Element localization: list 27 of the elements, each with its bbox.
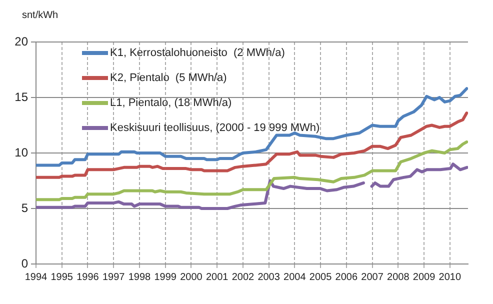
y-tick-label: 0 (21, 256, 28, 270)
x-tick-label: 2001 (206, 272, 229, 283)
x-tick-label: 2007 (361, 272, 384, 283)
x-tick-label: 2005 (309, 272, 332, 283)
x-tick-label: 1996 (76, 272, 100, 283)
y-axis-title: snt/kWh (22, 10, 58, 21)
x-tick-label: 2003 (258, 272, 280, 283)
x-tick-label: 1999 (154, 272, 177, 283)
legend-label: Keskisuuri teollisuus, (2000 - 19 999 MWh) (110, 122, 320, 134)
legend-label: K2, Pientalo (5 MWh/a) (110, 72, 227, 84)
y-tick-label: 20 (14, 34, 28, 48)
x-tick-label: 2010 (438, 272, 462, 283)
x-tick-label: 2008 (387, 272, 410, 283)
x-tick-label: 2002 (232, 272, 255, 283)
x-tick-label: 1994 (24, 272, 48, 283)
y-tick-label: 10 (14, 145, 28, 160)
x-tick-label: 2006 (335, 272, 358, 283)
y-tick-label: 5 (21, 200, 28, 215)
x-tick-label: 2000 (180, 272, 203, 283)
legend-label: K1, Kerrostalohuoneisto (2 MWh/a) (110, 46, 285, 58)
legend-label: L1, Pientalo, (18 MWh/a) (110, 96, 232, 108)
x-tick-label: 1998 (128, 272, 152, 283)
x-tick-label: 2009 (412, 272, 436, 283)
x-tick-label: 2004 (284, 272, 306, 283)
x-tick-label: 1997 (102, 272, 126, 283)
x-tick-label: 1995 (50, 272, 74, 283)
y-tick-label: 15 (14, 90, 28, 104)
